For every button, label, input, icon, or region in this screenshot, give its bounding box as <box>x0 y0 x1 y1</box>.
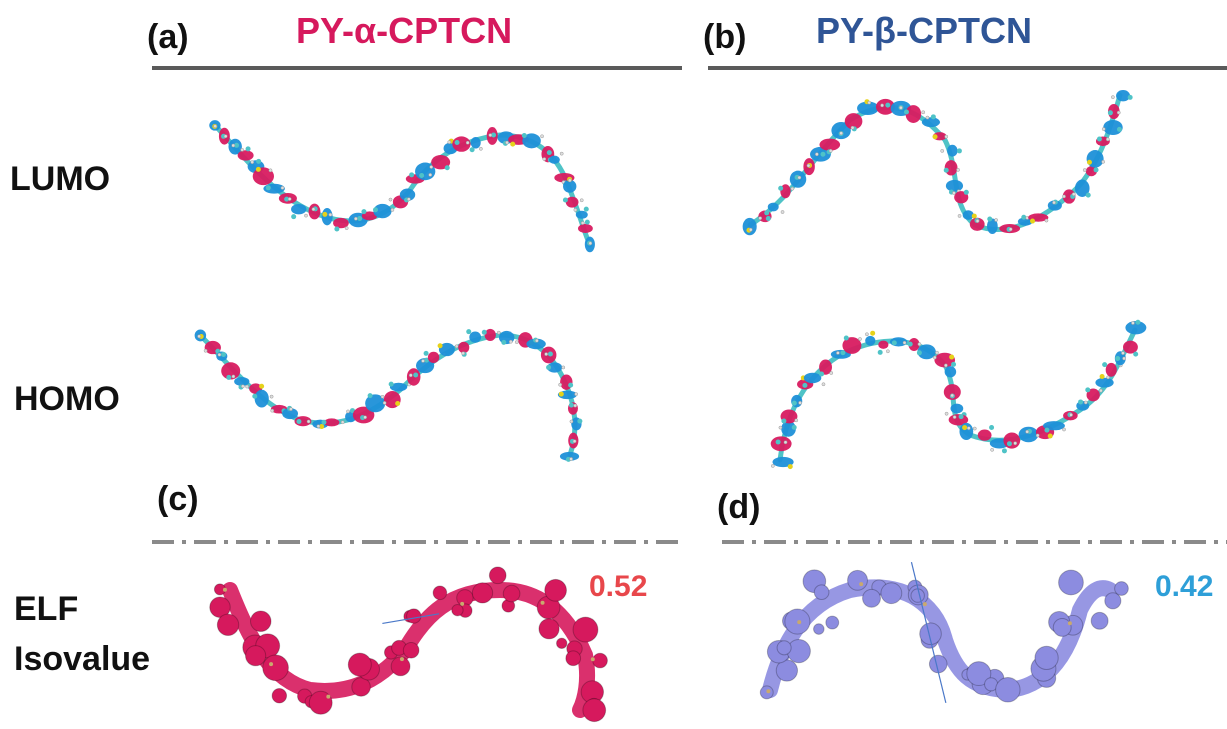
panel-label-d: (d) <box>717 488 761 526</box>
panel-label-b: (b) <box>703 18 747 56</box>
molecule-title-beta: PY-β-CPTCN <box>816 10 1032 51</box>
header-divider-a <box>152 66 682 70</box>
panel-label-c: (c) <box>157 480 199 518</box>
row-label-elf: ELF <box>14 590 79 628</box>
row-label-homo: HOMO <box>14 380 120 418</box>
row-label-isovalue: Isovalue <box>14 640 151 678</box>
panel-label-a: (a) <box>147 18 189 56</box>
row-label-lumo: LUMO <box>10 160 111 198</box>
isovalue-d: 0.42 <box>1155 570 1214 603</box>
section-divider-c <box>152 540 682 544</box>
header-divider-b <box>708 66 1227 70</box>
molecule-title-alpha: PY-α-CPTCN <box>296 10 513 51</box>
section-divider-d <box>722 540 1227 544</box>
isovalue-c: 0.52 <box>589 570 648 603</box>
